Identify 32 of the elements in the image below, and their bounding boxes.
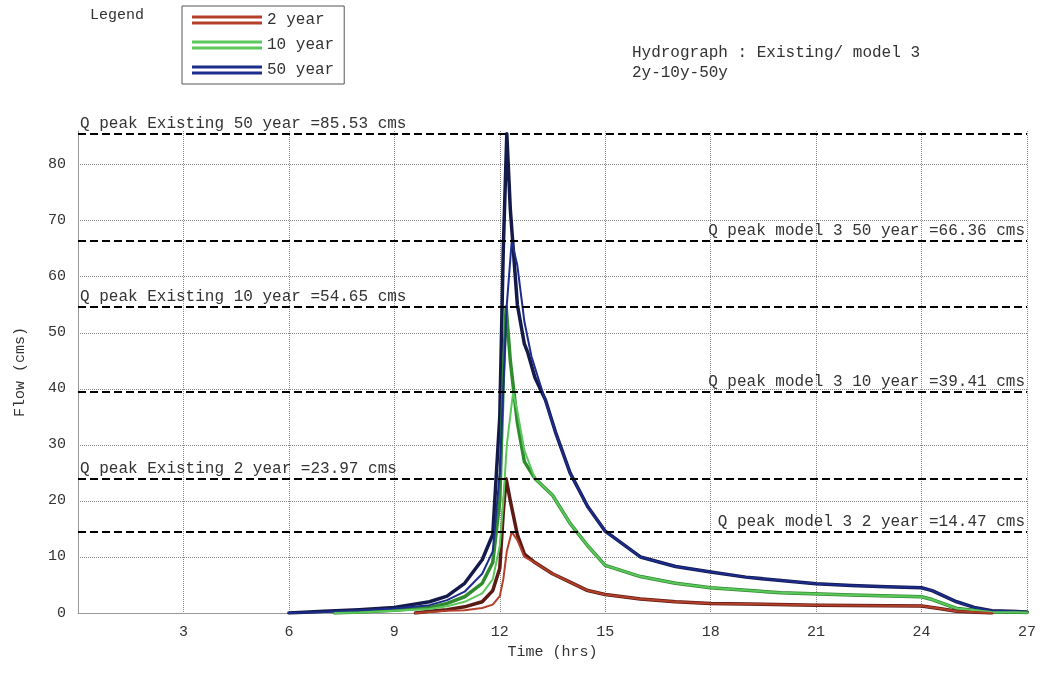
y-tick-label: 50 <box>47 324 66 342</box>
x-tick-label: 21 <box>807 624 826 641</box>
legend-title: Legend <box>90 7 145 24</box>
x-tick-label: 9 <box>389 624 399 641</box>
y-tick-label: 70 <box>47 212 66 230</box>
y-tick-label: 60 <box>47 268 66 286</box>
x-tick-label: 18 <box>701 624 720 641</box>
x-tick-label: 15 <box>596 624 615 641</box>
ref-line-label: Q peak Existing 10 year =54.65 cms <box>80 287 407 306</box>
ref-line-label: Q peak Existing 2 year =23.97 cms <box>80 459 397 478</box>
ref-line-label: Q peak model 3 50 year =66.36 cms <box>708 222 1025 241</box>
y-tick-label: 10 <box>47 548 66 566</box>
x-tick-label: 3 <box>178 624 188 641</box>
y-tick-label: 0 <box>56 604 66 622</box>
y-tick-label: 30 <box>47 436 66 454</box>
ref-line-label: Q peak model 3 2 year =14.47 cms <box>717 512 1025 531</box>
legend-label: 10 year <box>267 36 335 54</box>
y-tick-label: 20 <box>47 492 66 510</box>
legend-label: 2 year <box>267 11 325 29</box>
x-tick-label: 27 <box>1017 624 1037 641</box>
y-tick-label: 80 <box>47 156 66 174</box>
x-tick-label: 6 <box>284 624 294 641</box>
x-axis-title: Time (hrs) <box>507 643 598 661</box>
x-tick-label: 12 <box>490 624 509 641</box>
x-tick-label: 24 <box>912 624 931 641</box>
ref-line-label: Q peak Existing 50 year =85.53 cms <box>80 114 407 133</box>
legend-label: 50 year <box>267 61 335 79</box>
y-tick-label: 40 <box>47 380 66 398</box>
ref-line-label: Q peak model 3 10 year =39.41 cms <box>708 373 1025 392</box>
chart-subtitle: 2y-10y-50y <box>631 64 729 82</box>
chart-title: Hydrograph : Existing/ model 3 <box>631 44 920 62</box>
y-axis-title: Flow (cms) <box>12 326 29 418</box>
